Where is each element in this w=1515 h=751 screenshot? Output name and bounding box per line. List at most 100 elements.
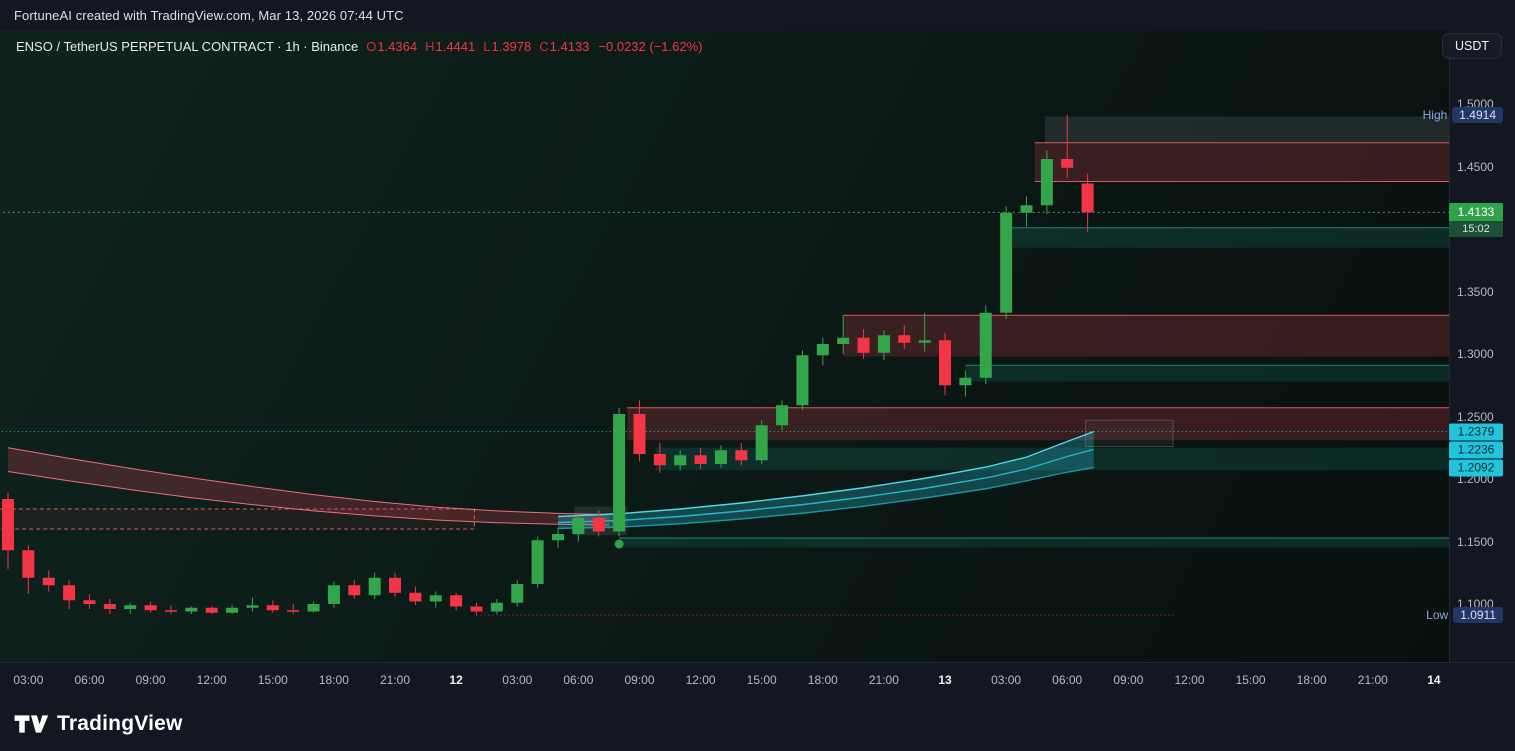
ohlc-value: 1.3978 [491,39,532,54]
price-tick-label: 1.4500 [1457,159,1494,174]
price-tick-label: 1.3000 [1457,347,1494,361]
time-label: 12:00 [1174,673,1205,687]
candle-body [348,585,361,596]
time-label: 18:00 [807,673,838,687]
candle-body [511,584,524,603]
currency-toggle-button[interactable]: USDT [1441,33,1502,59]
candle-body [83,600,96,604]
candle-body [2,499,14,551]
price-tick-label: 1.5000 [1457,97,1494,111]
candle-body [1020,205,1033,213]
candle-body [776,405,789,426]
candle-body [144,605,157,611]
bull-ribbon-fill [557,431,1094,529]
chart-pane[interactable]: ENSO / TetherUS PERPETUAL CONTRACT · 1h … [0,31,1449,662]
time-label: 03:00 [991,673,1022,687]
candle-body [450,595,463,607]
time-label: 12:00 [196,673,227,687]
candle-body [898,335,911,343]
candle-body [551,534,564,541]
teal-zone [965,365,1449,382]
candle-body [633,414,646,454]
candle-body [653,454,666,466]
candle-body [714,450,727,464]
candle-body [531,540,544,584]
time-label-day: 13 [938,673,952,687]
ohlc-key: C [539,39,549,54]
time-label: 03:00 [13,673,44,687]
candle-body [674,455,687,466]
time-label: 09:00 [624,673,655,687]
tradingview-logo-text: TradingView [57,712,183,735]
time-label: 15:00 [257,673,288,687]
ohlc-key: H [425,39,435,54]
candle-body [1081,183,1094,213]
candle-body [63,585,76,601]
price-tick-label: 1.2000 [1457,472,1494,486]
time-label: 12:00 [685,673,716,687]
footer-bar: TradingView [0,697,1515,751]
price-tick-label: 1.1500 [1457,534,1494,549]
bear-ribbon-upper-line [7,447,609,516]
teal-zone [1002,227,1449,248]
candle-body [857,337,870,353]
candle-body [613,414,626,532]
bull-ribbon-upper-line [557,430,1094,518]
candle-body [42,577,55,586]
time-label: 21:00 [379,673,411,687]
price-axis[interactable]: 1.5000 1.4500 1.3500 1.3000 1.2500 1.2000 1.15… [1449,31,1515,662]
time-axis[interactable]: 03:00 06:00 09:00 12:00 15:00 18:00 21:00 12 03:… [0,662,1515,697]
candle-body [1040,159,1053,206]
candle-body [816,344,829,356]
price-tick-label: 1.2500 [1457,409,1494,424]
red-zone [843,315,1449,357]
candle-body [918,340,931,343]
candle-body [205,607,218,613]
time-label: 15:00 [746,673,777,687]
candle-body [226,607,239,613]
time-label: 03:00 [502,673,533,687]
price-tick-label: 1.3500 [1457,284,1494,299]
candle-body [164,610,177,612]
candle-body [694,455,707,464]
candle-body [490,602,503,612]
candle-body [124,605,137,609]
candle-body [327,585,340,604]
gray-zone [1044,116,1449,143]
tradingview-logo[interactable]: TradingView [13,711,183,737]
candle-body [1000,212,1013,313]
bull-ribbon-lower-line [557,466,1094,530]
red-zone [627,407,1449,441]
candle-body [796,355,809,406]
ohlc-key: L [483,39,491,54]
candle-body [979,312,992,378]
faint_box-zone [1085,419,1174,447]
price-tick-label: 1.1000 [1457,597,1494,611]
time-label: 06:00 [563,673,594,687]
candle-body [429,595,442,602]
candle-body [307,604,320,612]
price-change: −0.0232 (−1.62%) [598,39,703,54]
ohlc-value: 1.4441 [435,39,476,54]
time-label-day: 12 [449,673,463,687]
symbol-header: ENSO / TetherUS PERPETUAL CONTRACT · 1h … [16,39,702,54]
candle-body [1061,159,1074,168]
time-label: 09:00 [1113,673,1144,687]
bear-ribbon-lower-line [7,471,609,526]
attribution-bar: FortuneAI created with TradingView.com, … [0,0,1515,31]
candle-body [755,425,768,461]
ohlc-key: O [366,39,377,54]
teal-zone [619,538,1449,548]
time-label-day: 14 [1427,673,1441,687]
candle-body [409,592,422,602]
candle-body [185,607,198,612]
candle-body [572,517,585,534]
ohlc-value: 1.4133 [549,39,590,54]
time-label: 18:00 [318,673,349,687]
time-label: 09:00 [135,673,166,687]
candlestick-chart[interactable] [0,31,1449,662]
time-label: 06:00 [1052,673,1083,687]
candle-body [103,604,116,609]
buy-signal-dot [614,539,624,549]
bear-ribbon-fill [8,447,609,525]
